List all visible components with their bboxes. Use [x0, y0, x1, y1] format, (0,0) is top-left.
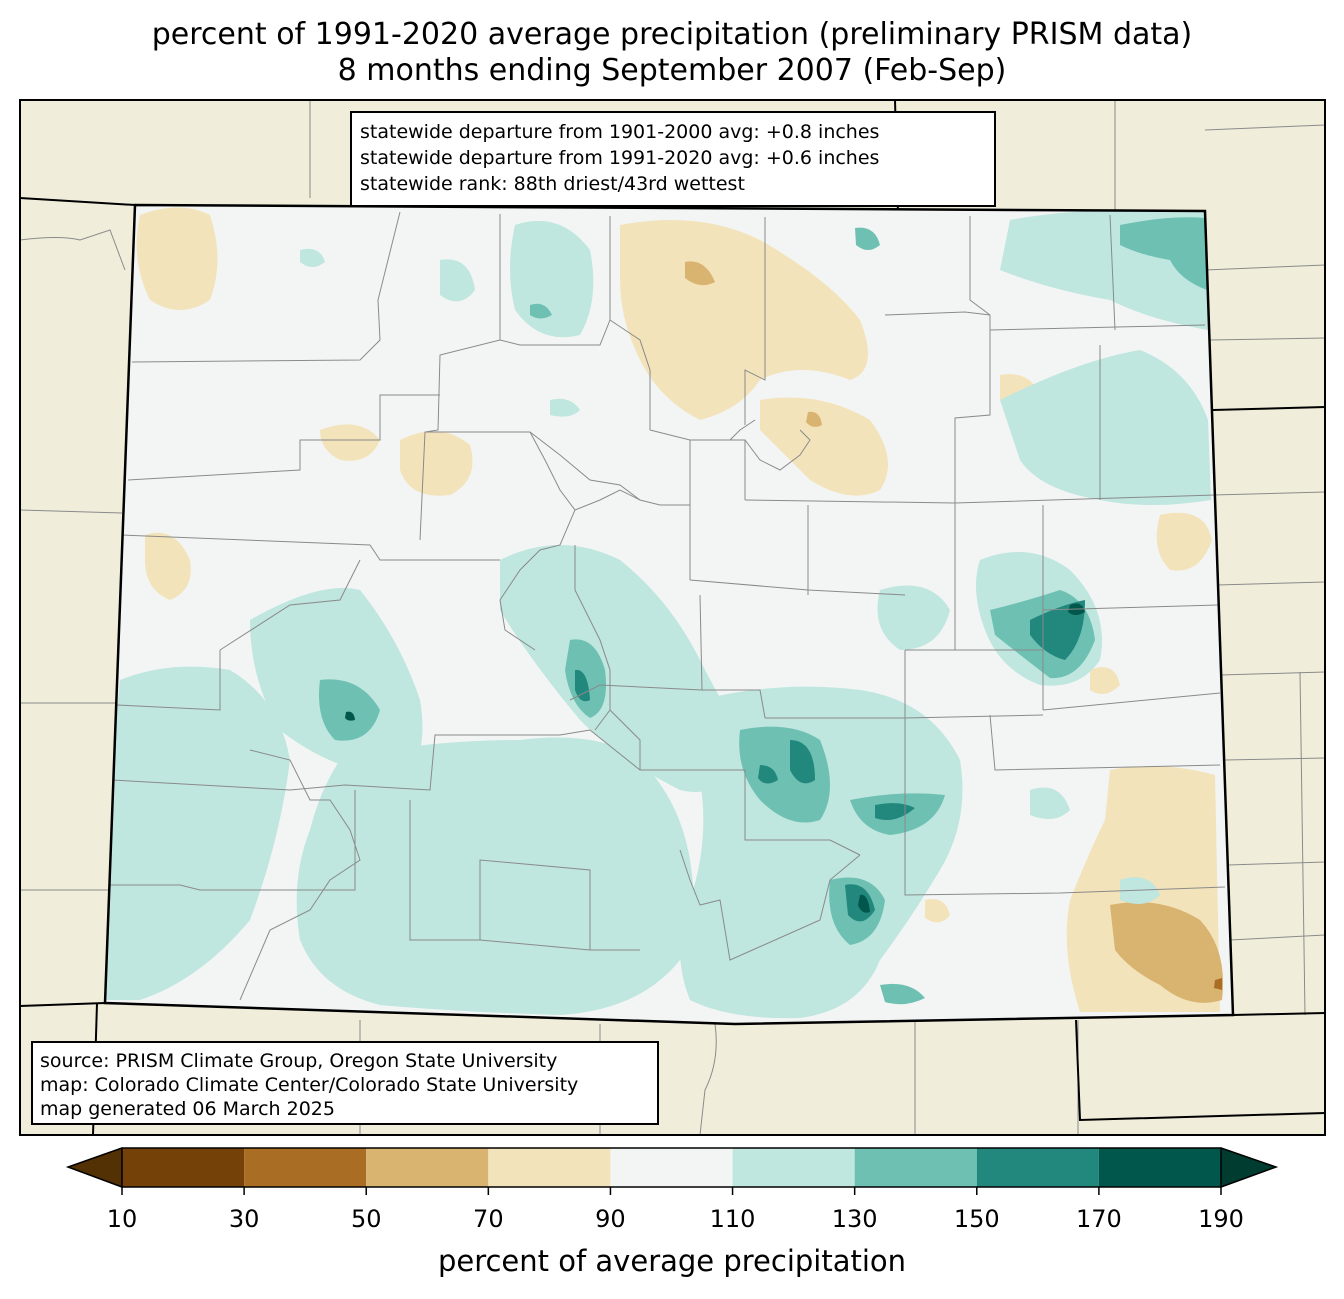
colorado-county-lines — [110, 211, 1226, 1001]
above-average-regions — [105, 209, 1211, 1019]
below-average-regions — [136, 207, 1224, 1012]
credit-generated: map generated 06 March 2025 — [40, 1098, 335, 1120]
statewide-stats-box: statewide departure from 1901-2000 avg: … — [350, 111, 996, 207]
credit-source: source: PRISM Climate Group, Oregon Stat… — [40, 1050, 558, 1072]
colorbar-arrow-outline — [65, 1147, 1279, 1188]
stats-departure-1991-2020: statewide departure from 1991-2020 avg: … — [360, 147, 880, 169]
colorbar-bin-8 — [1098, 1148, 1221, 1187]
colorbar-over-arrow — [1221, 1148, 1276, 1187]
colorbar-tick-label: 50 — [350, 1205, 382, 1233]
map-title-line-2: 8 months ending September 2007 (Feb-Sep) — [337, 53, 1007, 88]
credit-map: map: Colorado Climate Center/Colorado St… — [40, 1074, 579, 1096]
colorbar-tick-label: 190 — [1198, 1205, 1244, 1233]
colorbar-border — [121, 1147, 1222, 1188]
colorbar-tick-label: 130 — [831, 1205, 878, 1233]
colorbar-tick-label: 90 — [595, 1205, 626, 1233]
colorado-state-border — [103, 203, 1235, 1026]
map-frame — [19, 99, 1326, 1136]
colorbar-bin-4 — [610, 1148, 733, 1187]
colorbar-tick-label: 30 — [228, 1205, 260, 1233]
colorbar-bin-7 — [976, 1148, 1099, 1187]
colorbar-bin-2 — [366, 1148, 489, 1187]
colorbar-bin-1 — [244, 1148, 367, 1187]
colorbar-tick-label: 150 — [953, 1205, 1000, 1233]
colorbar — [65, 1147, 1279, 1195]
stats-departure-1901-2000: statewide departure from 1901-2000 avg: … — [360, 121, 880, 143]
colorbar-under-arrow — [68, 1148, 122, 1187]
colorbar-bin-0 — [122, 1148, 245, 1187]
colorbar-label: percent of average precipitation — [437, 1244, 907, 1278]
colorbar-tick-label: 170 — [1075, 1205, 1122, 1233]
colorbar-tick-label: 110 — [709, 1205, 756, 1233]
colorbar-bin-6 — [854, 1148, 977, 1187]
colorbar-bin-5 — [732, 1148, 855, 1187]
colorbar-bin-3 — [488, 1148, 611, 1187]
stats-rank: statewide rank: 88th driest/43rd wettest — [360, 173, 745, 195]
credit-box: source: PRISM Climate Group, Oregon Stat… — [31, 1041, 659, 1125]
colorado-irregular-boundaries — [499, 419, 811, 770]
map-title-line-1: percent of 1991-2020 average precipitati… — [151, 17, 1193, 52]
colorbar-tick-label: 70 — [473, 1205, 504, 1233]
colorbar-tick-label: 10 — [106, 1205, 138, 1233]
neighbor-county-lines — [20, 100, 1325, 1135]
